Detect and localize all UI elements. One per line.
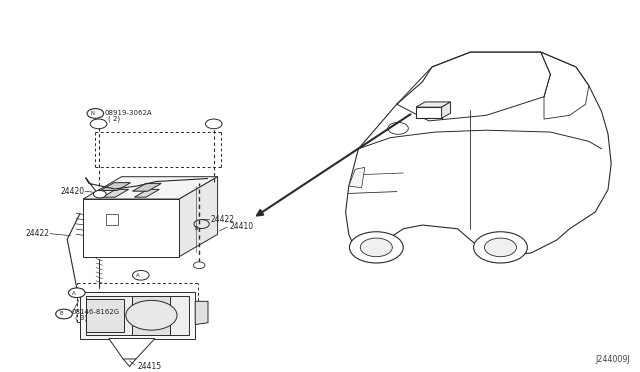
- Text: 24415: 24415: [138, 362, 162, 371]
- Circle shape: [90, 119, 107, 129]
- Text: ( 2): ( 2): [108, 115, 120, 122]
- Text: 08919-3062A: 08919-3062A: [105, 110, 152, 116]
- Text: 24420: 24420: [61, 187, 85, 196]
- Polygon shape: [83, 177, 218, 199]
- Text: B: B: [194, 226, 198, 231]
- Polygon shape: [132, 296, 170, 335]
- Circle shape: [56, 309, 72, 319]
- Circle shape: [87, 109, 104, 118]
- Circle shape: [68, 288, 85, 298]
- Polygon shape: [109, 339, 155, 359]
- Polygon shape: [100, 183, 131, 190]
- Circle shape: [388, 122, 408, 134]
- Circle shape: [126, 300, 177, 330]
- Text: 08146-8162G: 08146-8162G: [72, 309, 120, 315]
- Text: 24422: 24422: [211, 215, 235, 224]
- Text: J244009J: J244009J: [596, 355, 630, 364]
- Polygon shape: [80, 292, 195, 339]
- Text: A: A: [72, 291, 76, 296]
- Polygon shape: [86, 299, 124, 331]
- Circle shape: [193, 262, 205, 269]
- Circle shape: [93, 190, 106, 198]
- Circle shape: [349, 232, 403, 263]
- Polygon shape: [195, 301, 208, 324]
- Circle shape: [484, 238, 516, 257]
- Text: B: B: [60, 311, 63, 317]
- Text: 24410: 24410: [229, 222, 253, 231]
- Circle shape: [474, 232, 527, 263]
- Bar: [106, 214, 118, 225]
- Polygon shape: [83, 199, 179, 257]
- Text: A: A: [136, 273, 140, 278]
- Polygon shape: [179, 177, 218, 257]
- Polygon shape: [416, 107, 442, 118]
- Text: N: N: [91, 111, 95, 116]
- Polygon shape: [132, 183, 161, 191]
- Polygon shape: [134, 189, 159, 197]
- Polygon shape: [86, 296, 189, 335]
- Circle shape: [360, 238, 392, 257]
- Polygon shape: [416, 102, 451, 107]
- Circle shape: [205, 119, 222, 129]
- Text: ( 3): ( 3): [75, 315, 87, 321]
- Polygon shape: [102, 189, 129, 197]
- Polygon shape: [442, 102, 451, 118]
- Circle shape: [132, 270, 149, 280]
- Text: 24422: 24422: [26, 229, 50, 238]
- Polygon shape: [349, 167, 365, 188]
